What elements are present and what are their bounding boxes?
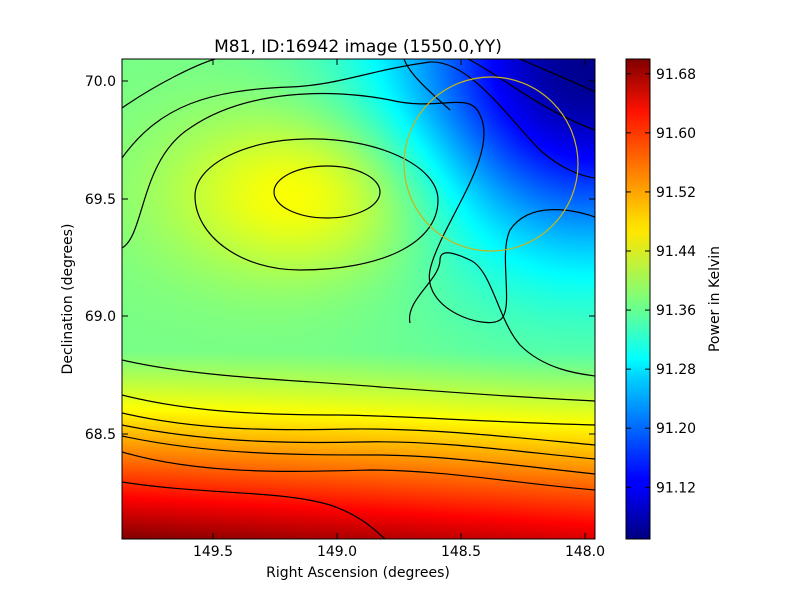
colorbar-gradient xyxy=(626,59,650,539)
y-tick-label: 70.0 xyxy=(85,74,116,90)
x-axis: 149.5 149.0 148.5 148.0 Right Ascension … xyxy=(193,59,605,581)
y-tick-label: 69.5 xyxy=(85,192,116,208)
colorbar-tick-label: 91.12 xyxy=(656,480,696,496)
x-tick-label: 149.5 xyxy=(193,544,233,560)
contour-line xyxy=(122,59,216,109)
contour-line xyxy=(122,481,386,539)
colorbar-label: Power in Kelvin xyxy=(707,246,723,352)
contour-line xyxy=(122,61,595,179)
colorbar-tick-label: 91.52 xyxy=(656,185,696,201)
y-tick-label: 69.0 xyxy=(85,309,116,325)
colorbar-tick-label: 91.36 xyxy=(656,303,696,319)
y-tick-label: 68.5 xyxy=(85,427,116,443)
contour-line xyxy=(194,138,439,271)
contour-line xyxy=(122,424,595,460)
contour-line xyxy=(122,92,595,324)
contour-lines xyxy=(122,59,595,539)
x-tick-label: 148.0 xyxy=(565,544,605,560)
contour-line xyxy=(409,252,595,377)
contour-line xyxy=(122,394,595,426)
contour-line xyxy=(403,59,451,111)
colorbar: 91.12 91.20 91.28 91.36 91.44 91.52 91.60 91.68… xyxy=(625,58,723,540)
colorbar-frame xyxy=(625,58,651,540)
colorbar-tick-label: 91.44 xyxy=(656,244,696,260)
contour-line xyxy=(467,59,595,131)
plot-frame xyxy=(121,58,596,540)
contour-line xyxy=(122,412,595,446)
contour-line xyxy=(122,359,595,402)
x-axis-label: Right Ascension (degrees) xyxy=(266,565,450,581)
contour-line xyxy=(122,451,595,491)
chart-title: M81, ID:16942 image (1550.0,YY) xyxy=(214,37,502,57)
colorbar-tick-label: 91.60 xyxy=(656,126,696,142)
colorbar-ticks: 91.12 91.20 91.28 91.36 91.44 91.52 91.60 91.68 xyxy=(626,67,696,496)
x-tick-label: 149.0 xyxy=(317,544,357,560)
x-tick-label: 148.5 xyxy=(441,544,481,560)
annotation-circle xyxy=(403,76,579,252)
contour-line xyxy=(122,435,595,475)
y-axis: 70.0 69.5 69.0 68.5 Declination (degrees… xyxy=(60,74,595,443)
heatmap-image xyxy=(122,59,595,539)
y-axis-label: Declination (degrees) xyxy=(60,224,76,375)
colorbar-tick-label: 91.68 xyxy=(656,67,696,83)
heatmap-raster xyxy=(122,59,595,539)
contour-line xyxy=(273,165,381,219)
contour-line xyxy=(519,59,595,93)
colorbar-tick-label: 91.20 xyxy=(656,421,696,437)
colorbar-tick-label: 91.28 xyxy=(656,362,696,378)
